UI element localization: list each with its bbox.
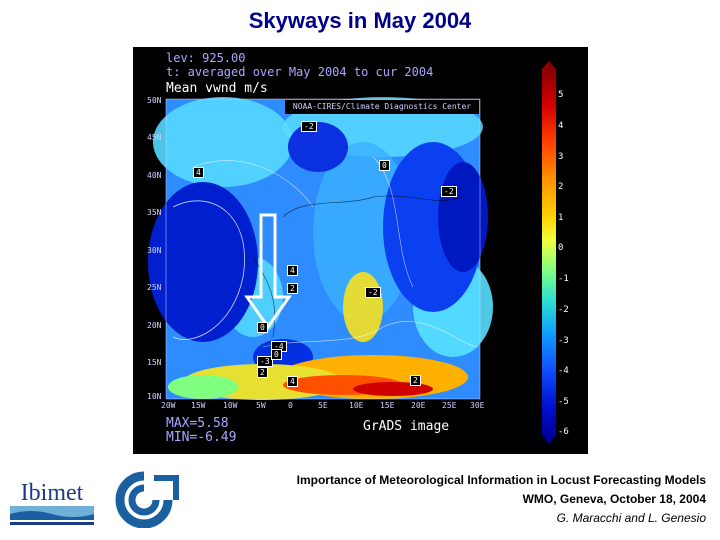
contour-label: -2 — [365, 287, 381, 298]
lat-label: 40N — [147, 171, 162, 180]
page-title: Skyways in May 2004 — [248, 8, 472, 33]
lat-label: 10N — [147, 392, 162, 401]
time-average-label: t: averaged over May 2004 to cur 2004 — [166, 65, 434, 79]
lon-label: 0 — [288, 401, 293, 410]
lon-label: 20W — [161, 401, 176, 410]
contour-label: -2 — [301, 121, 317, 132]
level-label: lev: 925.00 — [166, 51, 246, 65]
contour-label: 2 — [410, 375, 421, 386]
contour-label: 4 — [287, 265, 298, 276]
contour-label: 0 — [271, 349, 282, 360]
colorbar-label: 1 — [558, 213, 564, 223]
colorbar-label: -2 — [558, 305, 569, 315]
colorbar-label: 4 — [558, 121, 564, 131]
contour-label: 2 — [257, 367, 268, 378]
contour-label: 4 — [193, 167, 204, 178]
colorbar-label: -3 — [558, 336, 569, 346]
lat-label: 35N — [147, 208, 162, 217]
colorbar-label: -5 — [558, 397, 569, 407]
colorbar-label: 3 — [558, 152, 564, 162]
lat-label: 20N — [147, 321, 162, 330]
colorbar-label: -1 — [558, 274, 569, 284]
lon-label: 5E — [318, 401, 328, 410]
lat-label: 45N — [147, 133, 162, 142]
colorbar-label: 0 — [558, 243, 564, 253]
lon-label: 10W — [223, 401, 238, 410]
variable-label: Mean vwnd m/s — [166, 81, 268, 96]
footer-talk-title: Importance of Meteorological Information… — [296, 473, 706, 487]
cnr-logo — [106, 470, 182, 529]
lat-label: 15N — [147, 358, 162, 367]
lon-label: 25E — [442, 401, 457, 410]
lon-label: 15W — [191, 401, 206, 410]
contour-label: 0 — [379, 160, 390, 171]
contour-label: 0 — [257, 322, 268, 333]
contour-label: -2 — [441, 186, 457, 197]
lat-label: 30N — [147, 246, 162, 255]
min-value: MIN=-6.49 — [166, 430, 237, 445]
lon-label: 10E — [349, 401, 364, 410]
wind-map-panel: lev: 925.00 t: averaged over May 2004 to… — [133, 47, 588, 454]
lon-label: 20E — [411, 401, 426, 410]
contour-label: 2 — [287, 283, 298, 294]
colorbar-label: 2 — [558, 182, 564, 192]
colorbar-label: 5 — [558, 90, 564, 100]
max-value: MAX=5.58 — [166, 416, 229, 431]
footer-authors: G. Maracchi and L. Genesio — [556, 511, 706, 525]
grads-label: GrADS image — [363, 419, 450, 434]
lat-label: 50N — [147, 96, 162, 105]
contour-label: 4 — [287, 376, 298, 387]
contour-label: -3 — [257, 356, 273, 367]
ibimet-logo-text: Ibimet — [21, 480, 84, 506]
colorbar-label: -6 — [558, 427, 569, 437]
footer-event: WMO, Geneva, October 18, 2004 — [522, 492, 706, 506]
ibimet-logo: Ibimet — [6, 470, 98, 530]
migration-arrow-icon — [244, 213, 292, 330]
colorbar-label: -4 — [558, 366, 569, 376]
data-credit: NOAA-CIRES/Climate Diagnostics Center — [285, 100, 479, 114]
lat-label: 25N — [147, 283, 162, 292]
lon-label: 30E — [470, 401, 485, 410]
lon-label: 5W — [256, 401, 266, 410]
lon-label: 15E — [380, 401, 395, 410]
